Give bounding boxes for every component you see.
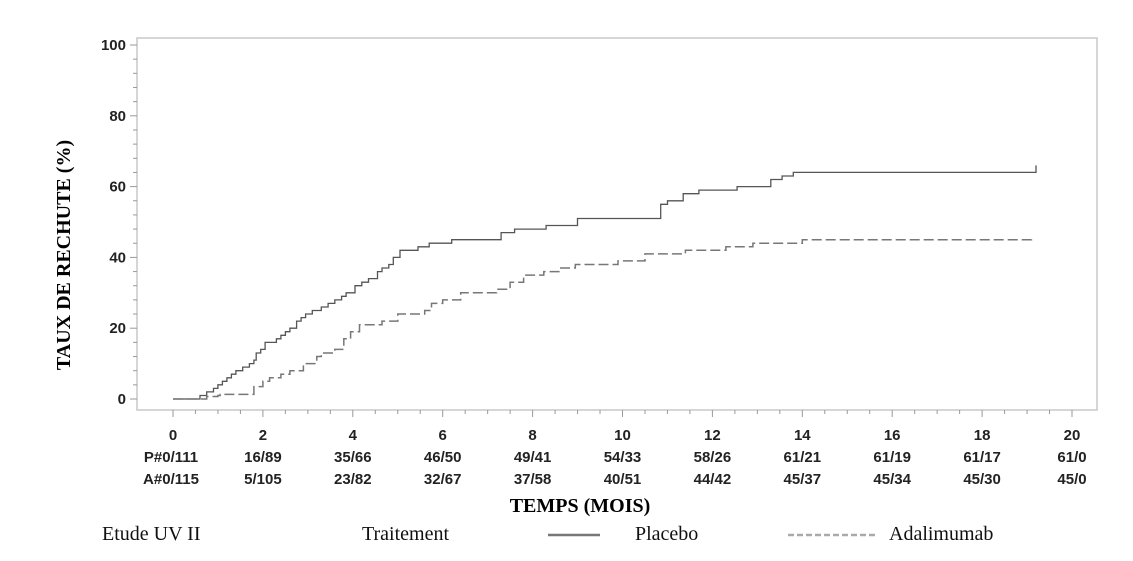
risk-cell: 46/50 [424,449,462,466]
series-layer [173,165,1037,400]
risk-cell: 54/33 [604,449,642,466]
axes [136,37,1098,411]
x-tick-label: 20 [1064,427,1081,444]
legend-adalimumab-label: Adalimumab [889,523,993,545]
x-tick-label: 8 [528,427,536,444]
risk-cell: 58/26 [694,449,732,466]
risk-cell: 37/58 [514,471,552,488]
risk-cell: 45/34 [873,471,911,488]
risk-cell: 23/82 [334,471,372,488]
x-tick-label: 4 [349,427,358,444]
risk-cell: 61/17 [963,449,1001,466]
y-tick-label: 40 [109,249,126,266]
legend-placebo-label: Placebo [635,523,698,545]
risk-cell: 61/21 [784,449,822,466]
x-tick-label: 0 [169,427,177,444]
x-tick-label: 18 [974,427,991,444]
series-line-adalimumab [173,237,1033,400]
risk-cell: 40/51 [604,471,642,488]
risk-cell: 44/42 [694,471,732,488]
risk-cell: 61/19 [873,449,911,466]
x-tick-label: 2 [259,427,267,444]
x-tick-label: 16 [884,427,901,444]
y-tick-label: 80 [109,108,126,125]
legend-study-label: Etude UV II [102,523,201,545]
risk-cell: 32/67 [424,471,462,488]
risk-row-label: P#0/111 [144,449,198,466]
y-tick-label: 20 [109,320,126,337]
risk-cell: 5/105 [244,471,282,488]
risk-cell: 45/30 [963,471,1001,488]
series-line-placebo [173,165,1037,400]
risk-cell: 16/89 [244,449,282,466]
x-tick-label: 6 [439,427,447,444]
y-tick-label: 0 [118,391,126,408]
legend-treatment-label: Traitement [362,523,449,545]
risk-cell: 35/66 [334,449,372,466]
y-axis-ticks: 0 20 40 60 80 100 [101,37,137,408]
risk-row-label: A#0/115 [143,471,199,488]
y-tick-label: 60 [109,179,126,196]
x-tick-label: 14 [794,427,811,444]
y-axis-title: TAUX DE RECHUTE (%) [53,140,75,370]
risk-table: P#0/111 16/89 35/66 46/50 49/41 54/33 58/26 61/… [143,449,1087,488]
x-axis-ticks: 0 2 4 6 8 10 12 14 16 18 20 [169,410,1081,444]
risk-cell: 61/0 [1057,449,1086,466]
plot-frame [136,37,1098,411]
x-tick-label: 10 [614,427,631,444]
x-tick-label: 12 [704,427,721,444]
legend: Etude UV II Traitement Placebo Adalimuma… [102,523,993,545]
risk-cell: 45/37 [784,471,822,488]
x-axis-title: TEMPS (MOIS) [510,495,651,517]
y-tick-label: 100 [101,37,126,54]
risk-cell: 45/0 [1057,471,1086,488]
risk-cell: 49/41 [514,449,552,466]
